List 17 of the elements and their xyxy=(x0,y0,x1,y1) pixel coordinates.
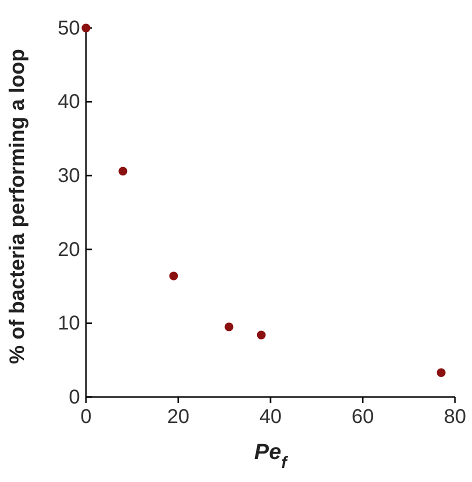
y-tick-label: 30 xyxy=(58,165,80,187)
point xyxy=(118,166,128,176)
y-axis-title: % of bacteria performing a loop xyxy=(6,48,29,364)
y-tick-label: 50 xyxy=(58,17,80,40)
x-tick-label: 80 xyxy=(444,406,466,428)
y-tick-label: 10 xyxy=(58,312,80,335)
x-tick-label: 60 xyxy=(352,406,374,428)
point xyxy=(256,330,266,340)
x-tick-label: 40 xyxy=(259,406,282,428)
y-tick-label: 0 xyxy=(68,386,80,408)
point xyxy=(224,322,234,332)
point xyxy=(436,368,446,378)
y-tick-label: 40 xyxy=(58,91,80,114)
y-tick-label: 20 xyxy=(58,238,80,261)
x-axis-title: Pe$_{f}$ xyxy=(254,439,288,472)
point xyxy=(169,272,178,280)
x-tick-label: 20 xyxy=(167,406,190,428)
